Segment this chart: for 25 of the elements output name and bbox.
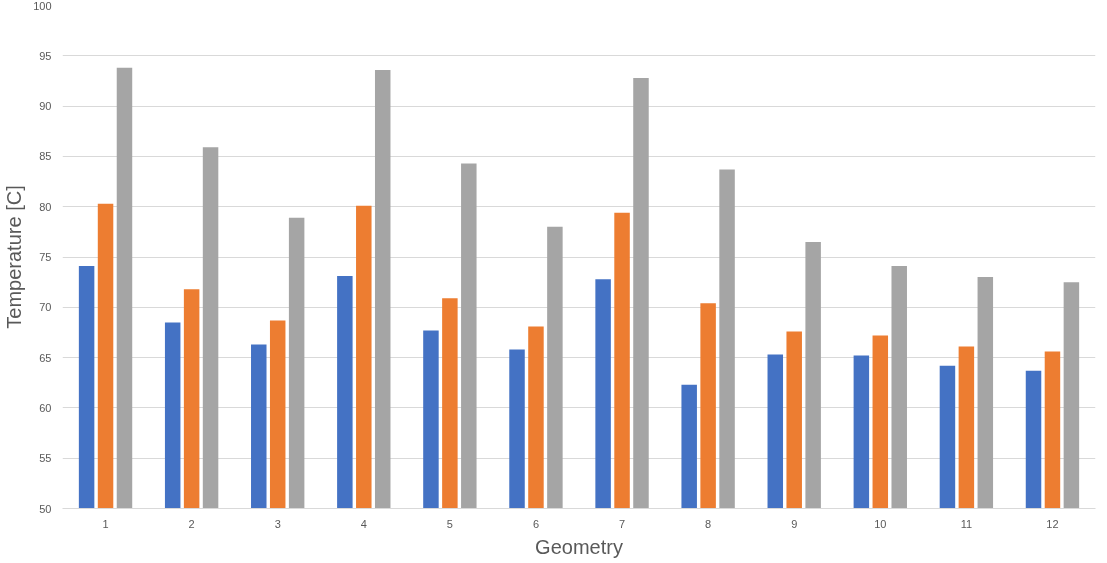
y-tick-label: 75 xyxy=(39,251,52,263)
y-axis-title: Temperature [C] xyxy=(3,185,26,329)
x-tick-label: 8 xyxy=(705,517,712,530)
x-tick-label: 10 xyxy=(874,517,887,530)
y-tick-label: 70 xyxy=(39,301,52,314)
x-axis-title: Geometry xyxy=(535,535,623,558)
y-tick-label: 55 xyxy=(39,452,52,465)
x-tick-label: 3 xyxy=(274,517,281,530)
x-tick-label: 7 xyxy=(618,517,626,530)
x-tick-label: 1 xyxy=(102,517,109,530)
y-tick-label: 60 xyxy=(39,401,52,414)
y-tick-label: 80 xyxy=(39,200,52,213)
y-tick-label: 90 xyxy=(39,100,52,113)
y-tick-label: 85 xyxy=(39,150,52,163)
x-tick-label: 5 xyxy=(446,517,453,530)
x-tick-label: 6 xyxy=(532,517,540,530)
y-tick-label: 95 xyxy=(39,49,52,62)
x-tick-label: 2 xyxy=(188,517,195,530)
y-tick-label: 50 xyxy=(39,502,52,515)
x-tick-label: 4 xyxy=(360,517,367,530)
y-tick-label: 65 xyxy=(39,351,52,364)
x-tick-label: 9 xyxy=(791,517,798,530)
x-tick-label: 11 xyxy=(960,517,973,530)
x-tick-label: 12 xyxy=(1046,517,1059,530)
y-tick-label: 100 xyxy=(33,0,52,12)
